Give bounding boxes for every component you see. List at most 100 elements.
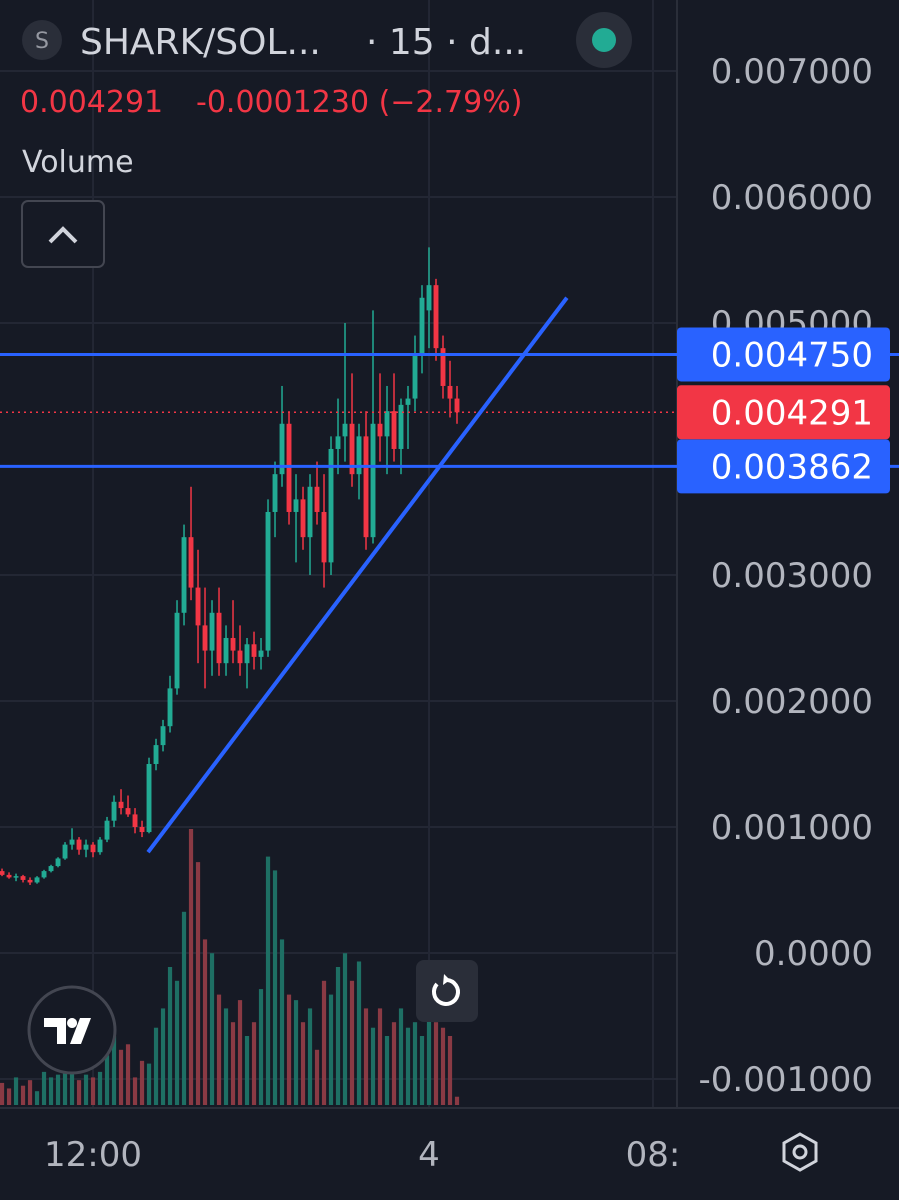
- volume-bar: [230, 1022, 236, 1105]
- candle-body: [454, 398, 460, 413]
- volume-bar: [237, 1000, 243, 1105]
- candle-body: [314, 486, 320, 512]
- candle-body: [188, 537, 194, 588]
- volume-bar: [181, 911, 187, 1105]
- volume-bar: [55, 1074, 61, 1105]
- volume-bar: [202, 939, 208, 1105]
- symbol-icon-letter: S: [35, 29, 49, 54]
- y-tick-label: 0.002000: [711, 682, 873, 722]
- candle-body: [321, 511, 327, 563]
- candle-body: [0, 871, 5, 875]
- candle-body: [34, 877, 40, 883]
- candle-body: [6, 874, 12, 878]
- interval[interactable]: · 15 · d...: [366, 22, 526, 63]
- candle-body: [90, 844, 96, 853]
- candle-body: [139, 826, 145, 833]
- candle-body: [55, 858, 61, 867]
- candle-body: [230, 637, 236, 651]
- last-price-box: [677, 385, 890, 440]
- volume-bar: [370, 1027, 376, 1105]
- candle-body: [433, 285, 439, 349]
- volume-bar: [69, 1066, 75, 1105]
- candle-body: [356, 436, 362, 475]
- volume-bar: [132, 1077, 138, 1105]
- candle-body: [195, 587, 201, 626]
- candle-body: [384, 411, 390, 437]
- candle-body: [370, 423, 376, 538]
- volume-bar: [314, 1049, 320, 1105]
- volume-bar: [111, 1036, 117, 1105]
- volume-bar: [125, 1044, 131, 1105]
- volume-bar: [174, 980, 180, 1105]
- candle-body: [83, 844, 89, 850]
- candle-body: [300, 499, 306, 538]
- candle-body: [181, 537, 187, 613]
- settings-icon[interactable]: [782, 1132, 818, 1172]
- candle-body: [412, 354, 418, 399]
- price-label: 0.004750: [711, 335, 873, 375]
- candle-body: [27, 879, 33, 883]
- volume-bar: [265, 856, 271, 1105]
- y-tick-label: 0.001000: [711, 808, 873, 848]
- candle-body: [104, 820, 110, 840]
- candle-body: [174, 612, 180, 689]
- reset-button[interactable]: [416, 960, 478, 1022]
- volume-bar: [34, 1091, 40, 1105]
- volume-bar: [209, 953, 215, 1105]
- price-label: 0.003862: [711, 447, 873, 487]
- symbol-icon[interactable]: [22, 20, 62, 60]
- logo[interactable]: [27, 985, 117, 1075]
- candle-body: [279, 423, 285, 475]
- volume-bar: [398, 1008, 404, 1105]
- volume-bar: [377, 1008, 383, 1105]
- candle-body: [440, 348, 446, 386]
- candle-body: [146, 763, 152, 833]
- candle-body: [328, 448, 334, 563]
- candle-body: [335, 436, 341, 449]
- volume-bar: [384, 1036, 390, 1105]
- candle-body: [111, 801, 117, 821]
- candle-body: [97, 839, 103, 853]
- status-dot: [592, 28, 616, 52]
- volume-bar: [335, 967, 341, 1105]
- volume-bar: [223, 1008, 229, 1105]
- candle-body: [62, 844, 68, 859]
- legend-price: 0.004291: [20, 85, 163, 120]
- volume-bar: [188, 829, 194, 1105]
- volume-bar: [412, 1022, 418, 1105]
- candle-body: [216, 612, 222, 664]
- volume-bar: [20, 1085, 26, 1105]
- volume-bar: [27, 1080, 33, 1105]
- volume-bar: [146, 1063, 152, 1105]
- volume-bar: [258, 989, 264, 1105]
- volume-bar: [104, 1055, 110, 1105]
- y-tick-label: 0.007000: [711, 52, 873, 92]
- collapse-button[interactable]: [21, 200, 105, 268]
- volume-bar: [300, 1022, 306, 1105]
- logo-mark: [44, 1018, 91, 1044]
- y-tick-label: 0.0000: [754, 934, 873, 974]
- candle-body: [132, 814, 138, 827]
- candle-body: [307, 486, 313, 538]
- candle-body: [118, 801, 124, 809]
- reset-icon: [431, 978, 460, 1006]
- candle-body: [125, 808, 131, 815]
- volume-bar: [153, 1027, 159, 1105]
- volume-bar: [419, 1036, 425, 1105]
- candle-body: [447, 385, 453, 399]
- settings-icon-center: [792, 1144, 808, 1160]
- candle-body: [69, 839, 75, 845]
- candle-body: [153, 745, 159, 764]
- legend-change: -0.0001230 (−2.79%): [196, 85, 522, 120]
- volume-bar: [433, 1022, 439, 1105]
- candle-body: [426, 285, 432, 311]
- x-tick-label: 12:00: [44, 1135, 142, 1175]
- y-tick-label: 0.003000: [711, 556, 873, 596]
- candle-body: [419, 297, 425, 355]
- candle-body: [76, 839, 82, 850]
- candle-body: [391, 411, 397, 449]
- volume-bar: [62, 1063, 68, 1105]
- symbol-title[interactable]: SHARK/SOL...: [80, 22, 321, 63]
